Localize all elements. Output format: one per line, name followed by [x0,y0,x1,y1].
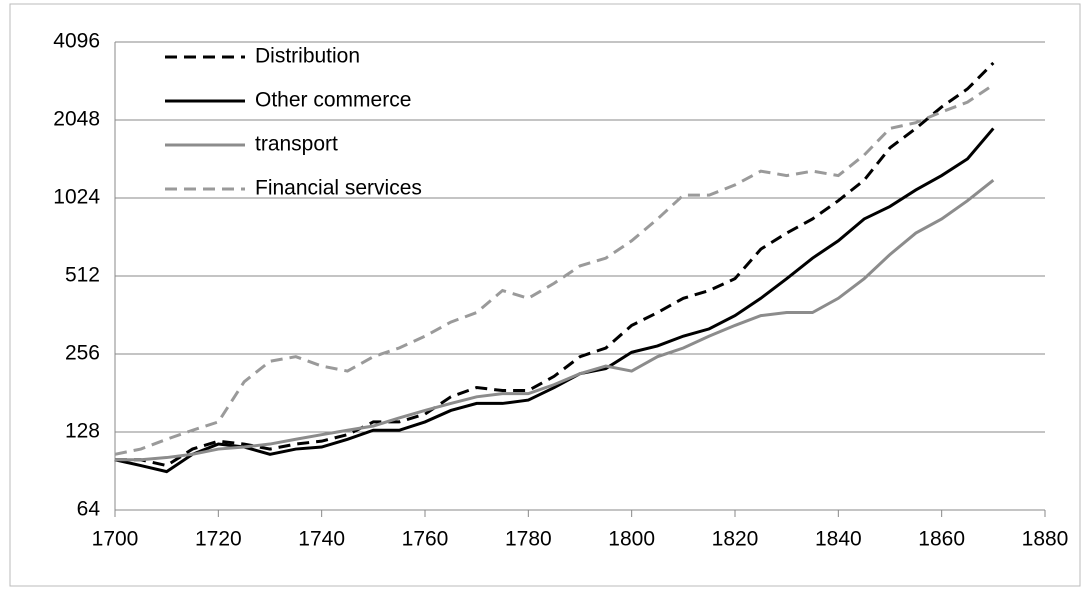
legend-label: transport [255,133,338,156]
chart-frame [9,3,1081,587]
legend-label: Other commerce [255,89,411,112]
y-tick-label: 2048 [53,108,100,131]
x-tick-label: 1860 [918,528,965,551]
y-tick-label: 256 [65,342,100,365]
x-tick-label: 1840 [815,528,862,551]
series-line [115,178,995,462]
x-tick-label: 1880 [1022,528,1069,551]
x-tick-label: 1800 [608,528,655,551]
y-tick-label: 128 [65,420,100,443]
legend-label: Financial services [255,177,422,200]
x-tick-label: 1780 [505,528,552,551]
series-line [115,61,995,468]
legend-label: Distribution [255,45,360,68]
x-tick-label: 1700 [92,528,139,551]
x-tick-label: 1760 [402,528,449,551]
y-tick-label: 4096 [53,30,100,53]
x-tick-label: 1740 [298,528,345,551]
series-line [114,83,995,456]
y-tick-label: 512 [65,264,100,287]
series-line [114,127,995,474]
y-tick-label: 64 [77,498,101,521]
x-tick-label: 1820 [712,528,759,551]
y-tick-label: 1024 [53,186,100,209]
x-tick-label: 1720 [195,528,242,551]
